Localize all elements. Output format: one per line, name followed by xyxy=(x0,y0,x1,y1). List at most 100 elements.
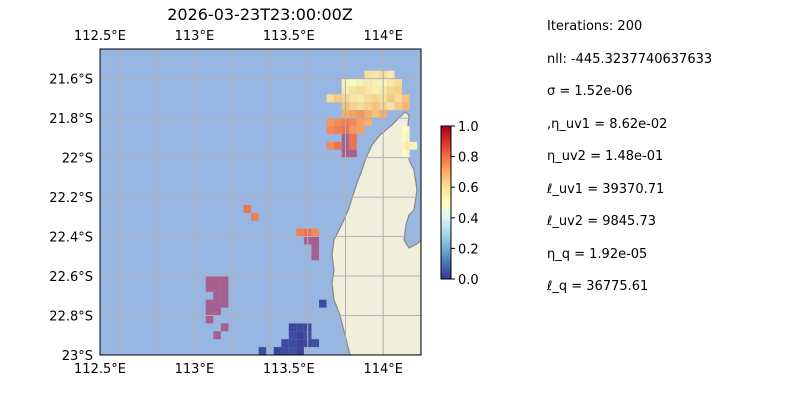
stat-line: σ = 1.52e-06 xyxy=(547,84,633,99)
x-tick-label-top: 113°E xyxy=(175,29,215,44)
heatmap-cell xyxy=(371,86,380,95)
heatmap-cell xyxy=(364,94,372,103)
heatmap-cell xyxy=(349,118,357,126)
heatmap-cell xyxy=(364,78,372,87)
heatmap-cell xyxy=(288,339,297,348)
heatmap-cell xyxy=(349,141,357,150)
y-tick-label: 23°S xyxy=(62,349,93,364)
heatmap-cell xyxy=(356,78,365,87)
heatmap-cell xyxy=(205,283,214,292)
heatmap-cell xyxy=(349,110,357,119)
heatmap-cell xyxy=(288,347,297,355)
y-tick-label: 22°S xyxy=(62,152,93,167)
colorbar-gradient xyxy=(440,125,452,280)
y-tick-label: 22.4°S xyxy=(49,231,93,246)
stat-line: Iterations: 200 xyxy=(547,19,643,34)
heatmap-cell xyxy=(220,299,229,308)
heatmap-cell xyxy=(273,347,282,355)
y-tick-label: 22.6°S xyxy=(49,270,93,285)
heatmap-cell xyxy=(394,78,403,87)
x-tick-label-bottom: 113°E xyxy=(175,362,215,377)
heatmap-cell xyxy=(311,236,320,245)
heatmap-cell xyxy=(356,118,365,126)
heatmap-cell xyxy=(296,347,304,355)
heatmap-cell xyxy=(205,315,214,324)
heatmap-cell xyxy=(296,331,304,340)
x-ticks-bottom: 112.5°E 113°E 113.5°E 114°E xyxy=(74,362,403,377)
y-tick-label: 21.8°S xyxy=(49,112,93,127)
heatmap-cell xyxy=(371,110,380,119)
stat-line: η_uv2 = 1.48e-01 xyxy=(547,149,664,164)
heatmap-cell xyxy=(326,94,335,103)
colorbar-tick-label: 0.8 xyxy=(458,151,479,166)
heatmap-cell xyxy=(356,86,365,95)
heatmap-cell xyxy=(243,204,252,213)
map-plot xyxy=(100,49,421,355)
x-tick-label-top: 114°E xyxy=(363,29,403,44)
heatmap-cell xyxy=(220,291,229,300)
heatmap-cell xyxy=(356,94,365,103)
stat-line: ℓ_uv2 = 9845.73 xyxy=(547,214,656,229)
heatmap-cell xyxy=(394,102,403,111)
heatmap-cell xyxy=(334,118,342,126)
heatmap-cell xyxy=(213,331,221,340)
heatmap-cell xyxy=(387,70,395,79)
heatmap-cell xyxy=(402,102,410,111)
heatmap-cell xyxy=(213,299,221,308)
heatmap-cell xyxy=(311,339,320,348)
heatmap-cell xyxy=(205,276,214,284)
heatmap-cell xyxy=(387,86,395,95)
heatmap-cell xyxy=(349,94,357,103)
heatmap-cell xyxy=(288,331,297,340)
heatmap-cell xyxy=(220,283,229,292)
x-tick-label-bottom: 114°E xyxy=(363,362,403,377)
y-tick-label: 21.6°S xyxy=(49,73,93,88)
heatmap-cell xyxy=(205,307,214,316)
heatmap-cell xyxy=(394,94,403,103)
heatmap-cell xyxy=(364,86,372,95)
heatmap-cell xyxy=(213,283,221,292)
colorbar-ticks: 0.0 0.2 0.4 0.6 0.8 1.0 xyxy=(451,120,479,288)
y-tick-label: 22.8°S xyxy=(49,310,93,325)
x-tick-label-top: 112.5°E xyxy=(74,29,126,44)
heatmap-cell xyxy=(356,125,365,134)
heatmap-cell xyxy=(349,125,357,134)
heatmap-cell xyxy=(334,94,342,103)
stat-line: ℓ_q = 36775.61 xyxy=(547,279,649,294)
heatmap-cell xyxy=(371,70,380,79)
heatmap-cell xyxy=(326,118,335,126)
heatmap-cell xyxy=(251,212,259,221)
heatmap-cell xyxy=(402,94,410,103)
y-tick-label: 22.2°S xyxy=(49,191,93,206)
heatmap-cell xyxy=(387,78,395,87)
heatmap-cell xyxy=(349,133,357,142)
heatmap-cell xyxy=(402,149,410,158)
heatmap-cell xyxy=(334,125,342,134)
heatmap-cell xyxy=(296,228,304,237)
heatmap-cell xyxy=(349,78,357,87)
x-tick-label-bottom: 113.5°E xyxy=(263,362,315,377)
heatmap-cell xyxy=(213,307,221,316)
colorbar: 0.0 0.2 0.4 0.6 0.8 1.0 xyxy=(440,120,479,288)
heatmap-cell xyxy=(296,323,304,332)
chart-title: 2026-03-23T23:00:00Z xyxy=(167,5,353,24)
heatmap-cell xyxy=(349,102,357,111)
x-tick-label-bottom: 112.5°E xyxy=(74,362,126,377)
x-tick-label-top: 113.5°E xyxy=(263,29,315,44)
heatmap-cell xyxy=(364,102,372,111)
heatmap-cell xyxy=(258,347,267,355)
colorbar-tick-label: 0.6 xyxy=(458,181,479,196)
heatmap-cell xyxy=(213,276,221,284)
stat-line: ℓ_uv1 = 39370.71 xyxy=(547,181,665,197)
heatmap-cell xyxy=(364,70,372,79)
heatmap-cell xyxy=(319,299,327,308)
stat-line: ,η_uv1 = 8.62e-02 xyxy=(547,116,668,132)
heatmap-cell xyxy=(371,94,380,103)
heatmap-cell xyxy=(205,299,214,308)
heatmap-cell xyxy=(311,228,320,237)
heatmap-cell xyxy=(334,141,342,150)
y-ticks: 21.6°S 21.8°S 22°S 22.2°S 22.4°S 22.6°S 22.8°S… xyxy=(49,73,93,364)
heatmap-cell xyxy=(356,110,365,119)
gridlines xyxy=(100,49,421,355)
